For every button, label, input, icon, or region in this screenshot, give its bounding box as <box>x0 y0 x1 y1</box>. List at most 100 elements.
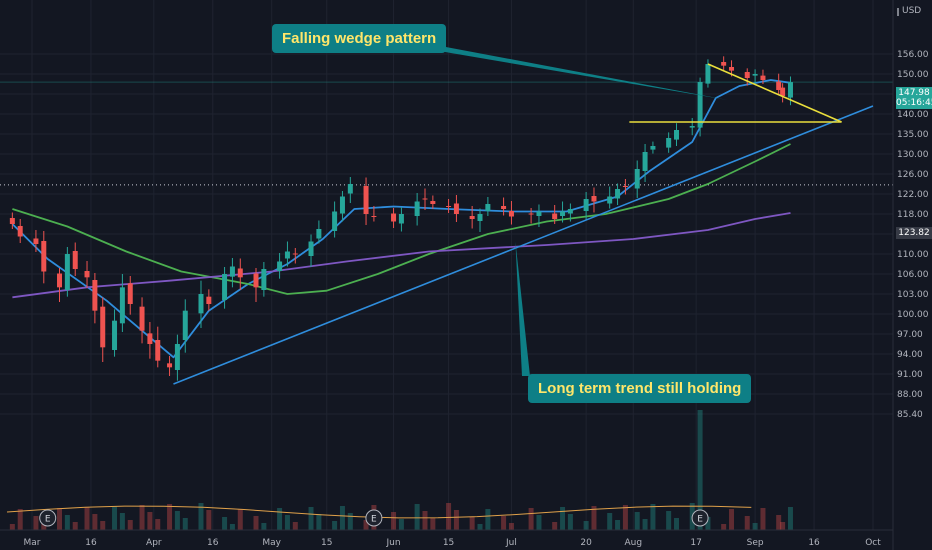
volume-bar <box>536 515 542 530</box>
volume-bar <box>308 507 314 530</box>
volume-bar <box>167 504 173 530</box>
volume-bar <box>591 506 597 530</box>
y-tick-label: 122.00 <box>897 190 929 200</box>
candle-body <box>744 72 750 78</box>
candle-body <box>277 261 283 271</box>
candle-body <box>332 211 338 231</box>
candle-body <box>92 280 98 311</box>
volume-bar <box>780 522 786 530</box>
candle-body <box>253 273 259 288</box>
volume-bar <box>391 512 397 530</box>
candle-body <box>615 189 621 199</box>
volume-bar <box>222 517 228 530</box>
y-tick-label: 100.00 <box>897 310 929 320</box>
y-tick-label: 88.00 <box>897 390 923 400</box>
candle-body <box>430 201 436 204</box>
y-tick-label: 97.00 <box>897 330 923 340</box>
volume-bar <box>174 511 180 530</box>
candle-body <box>222 274 228 300</box>
volume-bar <box>760 508 766 530</box>
candle-body <box>508 211 514 217</box>
volume-bar <box>650 504 656 530</box>
candle-body <box>642 152 648 171</box>
volume-bar <box>316 514 322 530</box>
last-price-value: 147.98 <box>898 88 930 98</box>
sma_long-line <box>12 212 791 299</box>
x-tick-label: 20 <box>580 538 592 548</box>
candle-body <box>64 254 70 290</box>
volume-bar <box>182 518 188 530</box>
volume-bar <box>57 508 63 530</box>
candle-body <box>689 126 695 128</box>
candle-body <box>591 196 597 202</box>
candle-body <box>422 198 428 200</box>
x-tick-label: 15 <box>443 538 454 548</box>
volume-bar <box>508 523 514 530</box>
candle-body <box>112 320 118 350</box>
volume-bar <box>552 522 558 530</box>
candle-body <box>634 169 640 189</box>
candle-body <box>446 206 452 207</box>
volume-bar <box>347 513 353 530</box>
candle-body <box>155 340 161 361</box>
volume-bar <box>729 509 735 530</box>
reference-price-tag: 123.82 <box>896 227 932 239</box>
time-axis[interactable]: Mar 16 Apr 16 May 15 Jun 15 Jul 20 Aug 17 Sep 16 Oct <box>0 529 893 548</box>
volume-bar <box>705 517 711 530</box>
candle-body <box>622 186 628 187</box>
volume-bar <box>100 521 106 530</box>
y-tick-label: 130.00 <box>897 150 929 160</box>
candle-body <box>528 213 534 215</box>
candle-body <box>391 213 397 222</box>
trend-pointer <box>515 241 530 376</box>
earnings-marker-icon <box>691 509 709 527</box>
y-tick-label: 126.00 <box>897 170 929 180</box>
candle-body <box>206 296 212 304</box>
candle-body <box>182 310 188 340</box>
y-tick-label: 156.00 <box>897 50 929 60</box>
volume-bar <box>642 519 648 530</box>
candle-body <box>284 251 290 259</box>
volume-bar <box>127 520 133 530</box>
candle-body <box>583 199 589 211</box>
chart-lines <box>11 79 791 359</box>
volume-bar <box>363 520 369 530</box>
volume-bar <box>744 516 750 530</box>
candle-body <box>363 186 369 214</box>
candle-body <box>760 75 766 80</box>
candle-body <box>650 146 656 150</box>
volume-bar <box>206 510 212 530</box>
wedge-annotation[interactable]: Falling wedge pattern <box>272 24 447 53</box>
volume-bar <box>84 507 90 530</box>
volume-bar <box>776 515 782 530</box>
volume-bar <box>583 521 589 530</box>
volume-bar <box>666 511 672 530</box>
volume-bar <box>155 519 161 530</box>
candle-body <box>167 363 173 368</box>
candle-body <box>666 138 672 148</box>
candle-body <box>174 344 180 370</box>
volume-bar <box>92 514 98 530</box>
candles <box>9 56 793 381</box>
x-tick-label: Aug <box>624 538 642 548</box>
candle-body <box>607 196 613 204</box>
volume-bar <box>560 507 566 530</box>
candle-body <box>316 229 322 239</box>
trend-annotation[interactable]: Long term trend still holding <box>528 374 752 403</box>
y-tick-label: 94.00 <box>897 350 923 360</box>
volume-bar <box>469 517 475 530</box>
candle-body <box>9 218 15 224</box>
last-price-countdown: 05:16:45 <box>896 98 932 108</box>
candle-body <box>308 241 314 256</box>
candle-body <box>33 238 39 244</box>
candle-body <box>729 67 735 71</box>
candle-body <box>780 87 786 96</box>
x-tick-label: 16 <box>207 538 219 548</box>
x-tick-label: 15 <box>321 538 332 548</box>
candle-body <box>17 226 23 237</box>
volume-bar <box>261 523 267 530</box>
volume-bar <box>787 507 793 530</box>
settings-icon[interactable]: ‖ <box>896 7 900 16</box>
